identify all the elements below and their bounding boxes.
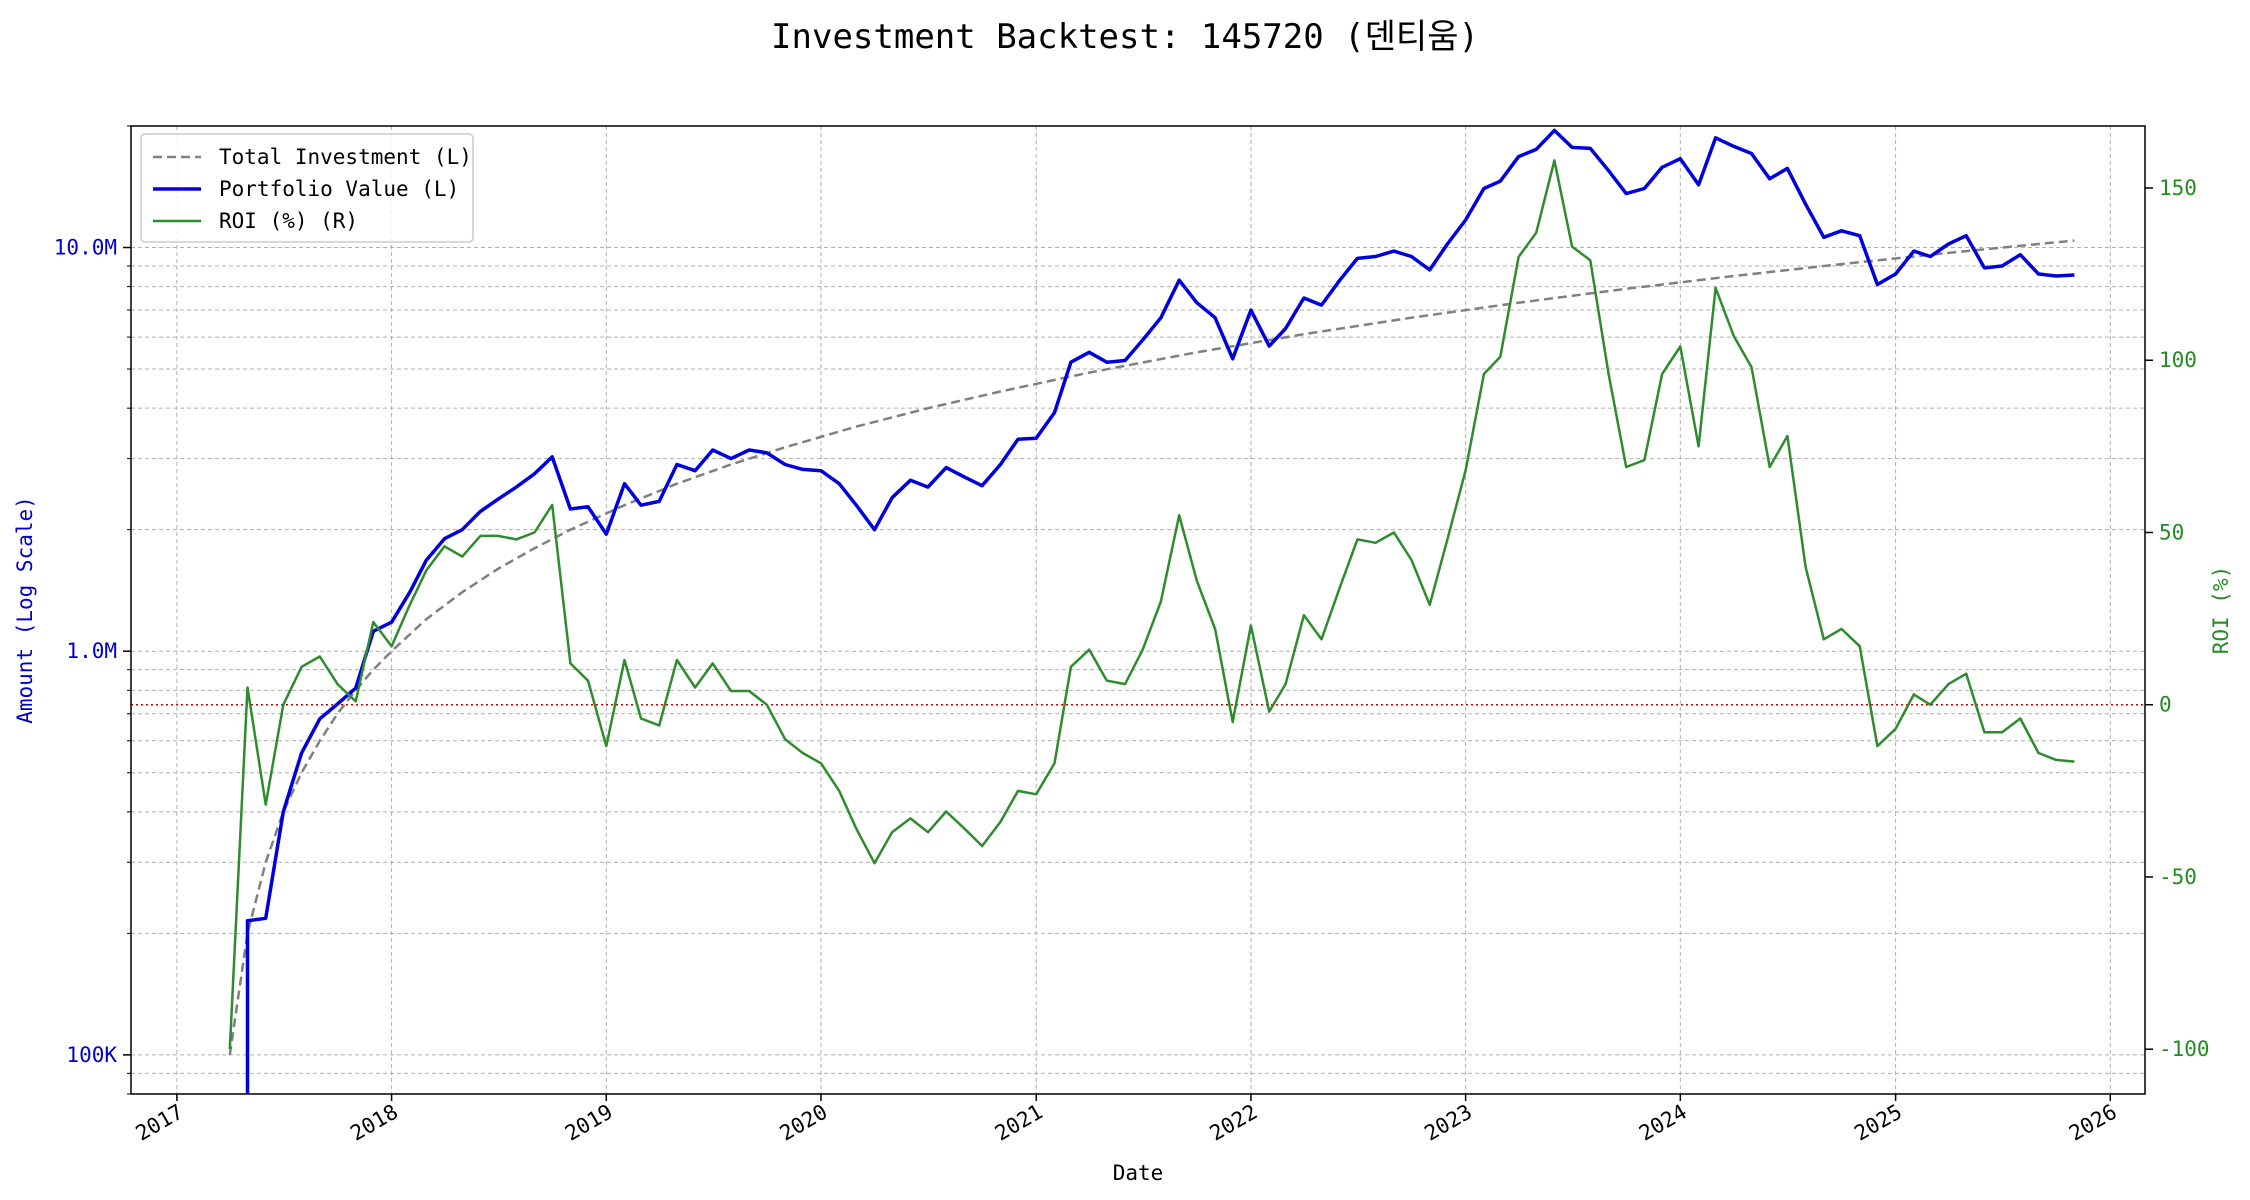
- legend-box: [140, 133, 474, 243]
- right-y-axis: -100 -50 0 50 100 150: [2145, 176, 2210, 1061]
- right-tick-label: 50: [2159, 520, 2184, 544]
- legend-label: Total Investment (L): [219, 145, 472, 169]
- left-y-axis-label: Amount (Log Scale): [13, 496, 37, 724]
- left-tick-label: 10.0M: [54, 236, 117, 260]
- chart-title: Investment Backtest: 145720 (덴티움): [771, 17, 1479, 57]
- grid: [131, 125, 2145, 1095]
- legend: Total Investment (L) Portfolio Value (L) R…: [140, 133, 474, 243]
- portfolio-value-line: [245, 128, 2075, 1094]
- right-tick-label: 0: [2159, 693, 2172, 717]
- right-tick-label: -50: [2159, 865, 2197, 889]
- legend-label: ROI (%) (R): [219, 209, 358, 233]
- legend-label: Portfolio Value (L): [219, 177, 459, 201]
- roi-line: [228, 159, 2075, 1050]
- total-investment-line: [228, 239, 2075, 1056]
- series-lines: [228, 128, 2075, 1094]
- right-tick-label: -100: [2159, 1037, 2210, 1061]
- right-y-axis-label: ROI (%): [2209, 566, 2233, 655]
- left-tick-label: 100K: [66, 1043, 117, 1067]
- x-axis-label: Date: [1113, 1161, 1164, 1185]
- plot-frame: [130, 125, 2146, 1095]
- left-y-axis: 100K 1.0M 10.0M: [54, 125, 131, 1095]
- right-tick-label: 100: [2159, 348, 2197, 372]
- right-tick-label: 150: [2159, 176, 2197, 200]
- left-tick-label: 1.0M: [66, 639, 117, 663]
